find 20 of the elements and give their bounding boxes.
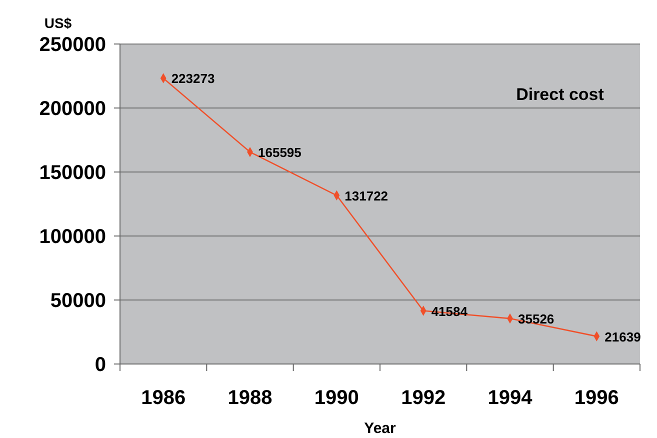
x-tick-label: 1996 bbox=[574, 387, 619, 409]
y-tick-label: 200000 bbox=[39, 98, 106, 120]
text: Direct cost bbox=[516, 85, 604, 104]
x-tick-label: 1990 bbox=[314, 387, 359, 409]
data-label: 223273 bbox=[171, 71, 215, 86]
y-tick-label: 50000 bbox=[50, 290, 106, 312]
x-tick-label: 1992 bbox=[401, 387, 446, 409]
data-label: 21639 bbox=[604, 329, 641, 344]
data-label: 35526 bbox=[518, 312, 554, 327]
y-axis-title: US$ bbox=[44, 15, 72, 31]
x-axis-title: Year bbox=[364, 420, 396, 437]
x-tick-label: 1988 bbox=[228, 387, 272, 409]
x-tick-label: 1994 bbox=[488, 387, 534, 409]
y-tick-label: 0 bbox=[94, 354, 106, 376]
y-tick-label: 100000 bbox=[39, 226, 106, 248]
x-tick-label: 1986 bbox=[141, 387, 186, 409]
y-tick-label: 250000 bbox=[39, 34, 106, 56]
y-tick-label: 150000 bbox=[39, 162, 106, 184]
data-label: 165595 bbox=[258, 145, 302, 160]
data-label: 131722 bbox=[344, 188, 388, 204]
